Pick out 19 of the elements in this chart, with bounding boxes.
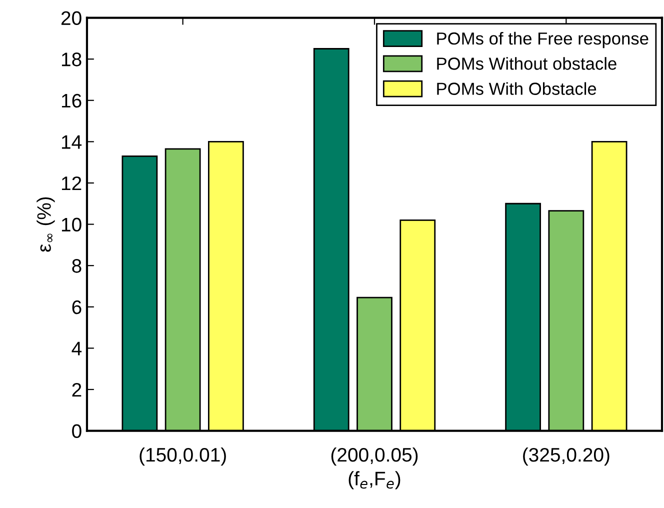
x-axis-title: (f$_{e}$,F$_{e}$)	[348, 471, 400, 490]
y-tick-label: 0	[72, 424, 82, 438]
y-tick-label: 12	[62, 176, 82, 190]
y-tick-label: 20	[61, 11, 82, 26]
y-axis-title: ε$_{∞}$ (%)	[36, 197, 55, 252]
y-tick-label: 8	[72, 259, 82, 273]
y-tick-label: 16	[62, 94, 82, 108]
x-tick-label: (200,0.05)	[331, 447, 418, 466]
x-tick-label: (325,0.20)	[523, 447, 610, 466]
y-tick-label: 6	[72, 300, 82, 314]
legend-label: POMs With Obstacle	[437, 82, 596, 95]
legend-label: POMs Without obstacle	[437, 57, 616, 70]
x-tick-label: (150,0.01)	[140, 447, 226, 466]
legend-label: POMs of the Free response	[437, 32, 648, 48]
y-tick-label: 18	[62, 52, 82, 66]
y-tick-label: 10	[62, 218, 82, 232]
y-tick-label: 4	[72, 342, 82, 356]
y-tick-label: 2	[72, 382, 82, 397]
y-tick-label: 14	[62, 135, 82, 149]
